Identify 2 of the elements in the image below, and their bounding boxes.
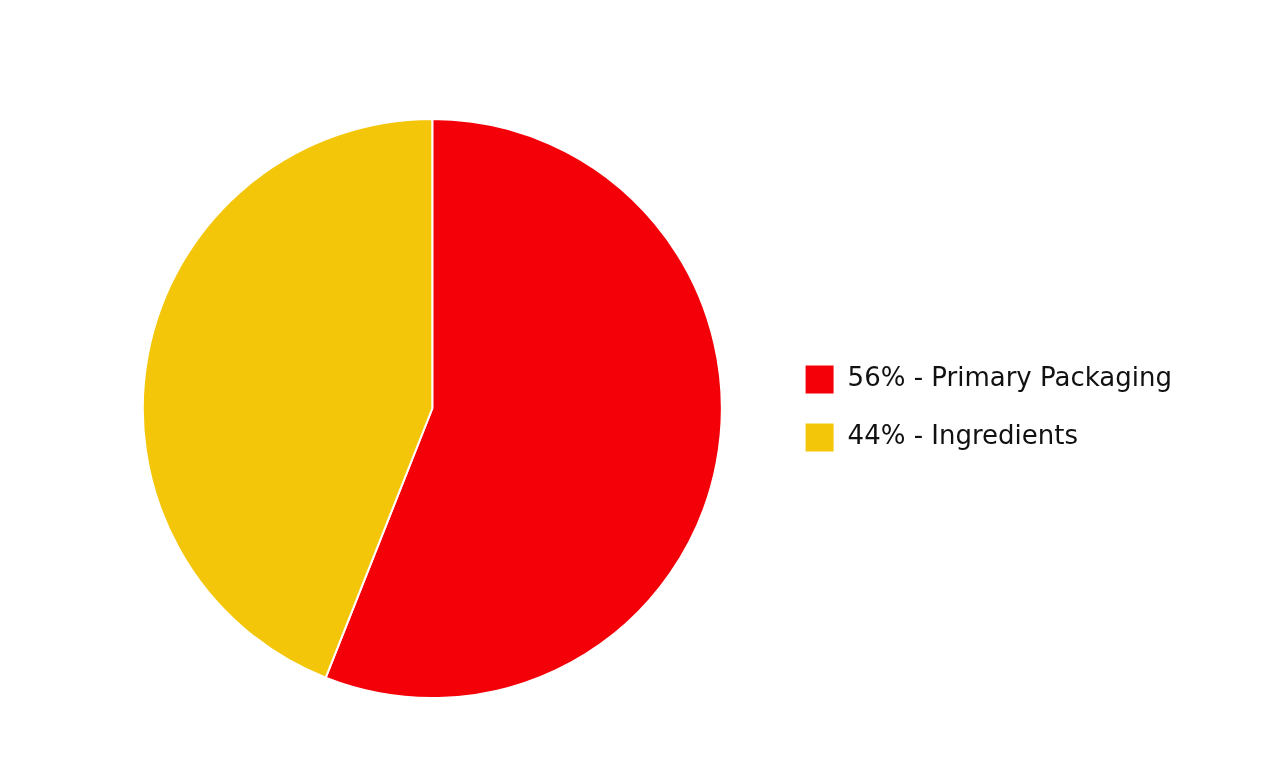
legend-label: 44% - Ingredients — [847, 420, 1079, 451]
legend-label: 56% - Primary Packaging — [847, 362, 1173, 393]
